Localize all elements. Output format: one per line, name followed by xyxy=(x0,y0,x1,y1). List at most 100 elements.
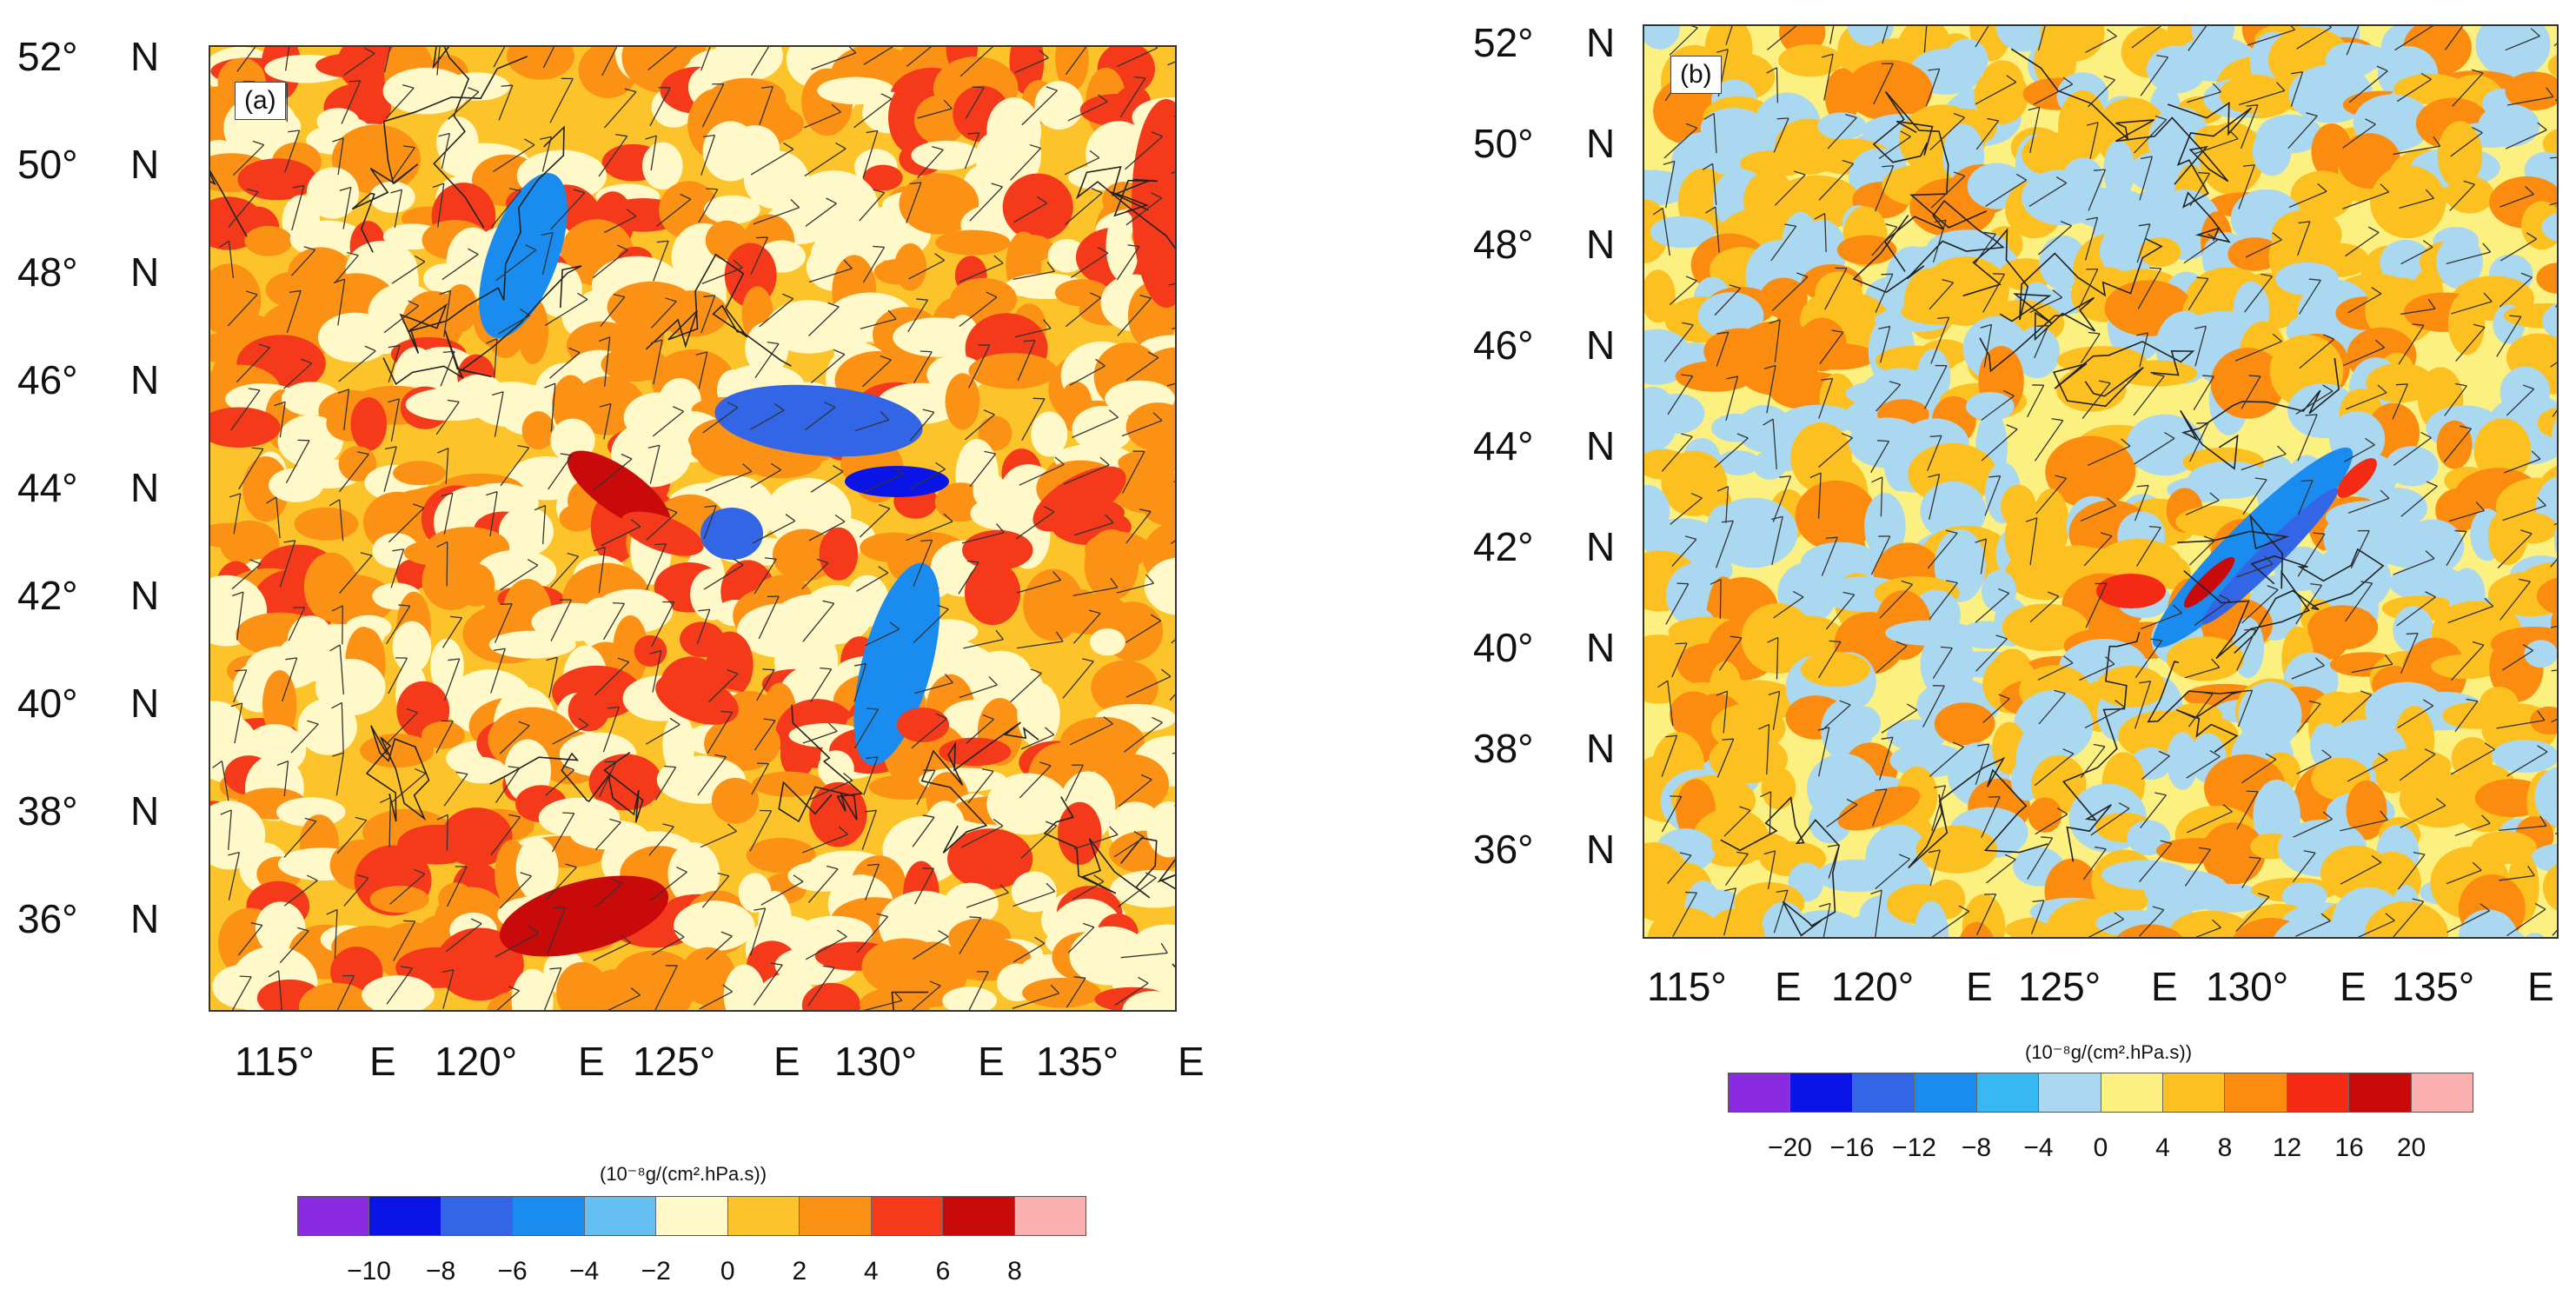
wind-barb xyxy=(549,347,581,379)
wind-barb xyxy=(1116,244,1140,281)
wind-barb xyxy=(385,708,418,745)
wind-barb xyxy=(2028,176,2068,207)
wind-barb xyxy=(1774,170,1806,206)
wind-barb xyxy=(2506,87,2554,106)
boundary-line xyxy=(2177,513,2310,660)
wind-barb xyxy=(702,402,739,434)
field-blob xyxy=(795,915,873,951)
wind-barb xyxy=(811,47,857,70)
wind-barb xyxy=(1773,889,1789,934)
field-blob xyxy=(237,158,317,201)
wind-barb xyxy=(284,130,301,173)
wind-barb xyxy=(230,388,261,431)
wind-barb xyxy=(1072,409,1119,438)
field-anomaly xyxy=(2337,458,2377,498)
wind-barb xyxy=(912,814,935,847)
wind-barb xyxy=(2295,384,2334,415)
wind-barb xyxy=(2288,183,2327,209)
boundary-line xyxy=(1908,756,2048,869)
wind-barb xyxy=(2082,846,2107,880)
wind-barb xyxy=(1119,76,1146,118)
wind-barb xyxy=(599,402,612,440)
wind-barb xyxy=(1716,738,1735,778)
wind-barb xyxy=(334,251,359,284)
colorbar-tick-label: 16 xyxy=(2334,1133,2364,1162)
wind-barb xyxy=(543,967,562,1010)
colorbar-tick-label: −2 xyxy=(641,1257,671,1286)
field-blob xyxy=(1799,342,1877,370)
wind-barb xyxy=(1821,700,1851,731)
lon-dir-120-b: E xyxy=(1966,964,1993,1009)
wind-barb xyxy=(753,199,800,225)
wind-barb xyxy=(2393,550,2435,575)
wind-barb xyxy=(2499,272,2533,308)
colorbar-swatch xyxy=(2225,1073,2287,1112)
wind-barb xyxy=(2037,655,2074,681)
wind-barb xyxy=(1125,668,1172,698)
wind-barb xyxy=(1714,433,1749,468)
wind-barb xyxy=(2500,232,2537,262)
field-blob xyxy=(2552,417,2557,452)
wind-barb xyxy=(2296,700,2321,733)
wind-barb xyxy=(804,103,841,129)
wind-barb xyxy=(808,514,846,542)
wind-barb xyxy=(2552,909,2557,936)
wind-barb xyxy=(1125,131,1164,170)
wind-barb xyxy=(2236,628,2257,671)
wind-barb xyxy=(391,255,426,284)
wind-barb xyxy=(386,604,411,645)
field-blob xyxy=(2166,636,2245,681)
field-blob xyxy=(968,353,1058,389)
field-blob xyxy=(2473,418,2532,484)
wind-barb xyxy=(2341,690,2373,723)
field-blob xyxy=(1002,173,1073,241)
wind-barb xyxy=(1019,761,1052,799)
wind-barb xyxy=(804,142,846,176)
wind-barb xyxy=(2134,431,2175,465)
field-blob xyxy=(746,837,816,874)
field-blob xyxy=(393,461,446,486)
wind-barb xyxy=(2297,532,2326,577)
boundary-line xyxy=(1872,90,1988,229)
colorbar-unit-b: (10⁻⁸g/(cm².hPa.s)) xyxy=(2025,1041,2193,1063)
field-blob xyxy=(2366,362,2435,403)
wind-barb xyxy=(2136,223,2151,263)
wind-barb xyxy=(705,931,733,960)
wind-barb xyxy=(2496,315,2522,357)
field-blob xyxy=(962,529,1033,571)
field-blob xyxy=(942,987,998,1010)
wind-barb xyxy=(1818,432,1853,468)
wind-barb xyxy=(1725,26,1740,45)
wind-barb xyxy=(2037,221,2072,256)
wind-barb xyxy=(2446,529,2467,567)
wind-barb xyxy=(1118,774,1152,807)
colorbar-swatch xyxy=(1976,1073,2040,1112)
wind-barb xyxy=(917,145,944,179)
field-blob xyxy=(1110,869,1175,908)
wind-barb xyxy=(2346,26,2362,56)
wind-barb xyxy=(1716,331,1730,367)
wind-barb xyxy=(438,132,450,169)
wind-barb xyxy=(913,929,949,960)
wind-barb xyxy=(2549,154,2557,159)
wind-barb xyxy=(1116,574,1154,594)
field-blob xyxy=(703,195,760,224)
boundary-line xyxy=(2234,548,2385,654)
colorbar-swatch xyxy=(943,1197,1015,1235)
wind-barb xyxy=(650,867,687,901)
wind-barb xyxy=(600,293,626,328)
map-a-field xyxy=(210,47,1175,1010)
wind-barb xyxy=(802,600,835,642)
boundary-line xyxy=(399,125,565,354)
field-blob xyxy=(2346,780,2387,841)
wind-barb xyxy=(1981,424,2018,462)
wind-barb xyxy=(2496,710,2546,729)
wind-barb xyxy=(2296,26,2332,50)
wind-barb xyxy=(759,85,773,125)
wind-barb xyxy=(1117,294,1152,336)
field-blob xyxy=(641,142,683,190)
wind-barb xyxy=(1928,474,1941,520)
lat-label-38-a: 38° N xyxy=(17,788,160,834)
wind-barb xyxy=(906,980,941,1010)
colorbar-tick-label: −12 xyxy=(1892,1133,1936,1162)
